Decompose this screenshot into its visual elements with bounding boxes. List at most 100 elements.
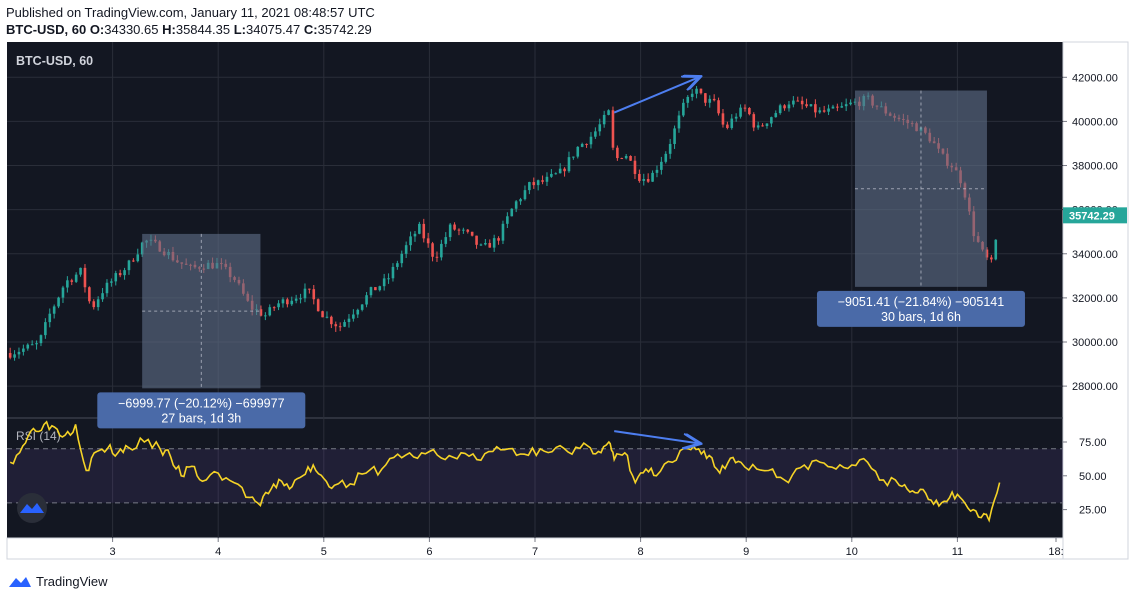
candle-body — [101, 293, 104, 300]
measure-label-box — [97, 392, 306, 429]
candle-body — [127, 260, 131, 271]
candle-body — [611, 110, 615, 148]
last-price-badge — [1063, 207, 1127, 224]
rsi-line — [9, 420, 1001, 523]
candle-body — [990, 257, 993, 260]
candle-body — [435, 256, 439, 258]
candle-body — [550, 173, 553, 177]
candle-body — [79, 267, 82, 275]
candle-body — [536, 180, 540, 186]
candle-body — [651, 172, 654, 182]
candle-body — [30, 344, 34, 346]
candle-body — [330, 316, 333, 325]
candle-body — [677, 115, 681, 129]
candle-body — [13, 354, 16, 358]
candle-body — [598, 124, 602, 132]
measure-label-line1: −9051.41 (−21.84%) −905141 — [838, 295, 1005, 309]
candle-body — [66, 280, 69, 288]
candle-body — [761, 125, 764, 127]
candle-body — [466, 229, 470, 232]
candle-body — [800, 100, 804, 105]
low-value: 34075.47 — [245, 22, 301, 37]
candle-body — [726, 124, 729, 128]
candle-body — [105, 282, 109, 294]
candle-body — [818, 110, 822, 113]
candle-body — [602, 114, 606, 125]
candle-body — [704, 93, 707, 103]
candle-body — [74, 274, 78, 282]
candle-body — [453, 224, 456, 230]
candle-body — [827, 108, 830, 112]
candle-body — [844, 104, 848, 107]
candle-body — [792, 100, 795, 105]
time-tick-label: 10 — [846, 546, 858, 558]
candle-body — [457, 229, 461, 231]
candle-body — [787, 104, 791, 109]
high-value: 35844.35 — [175, 22, 231, 37]
tv-watermark-icon — [17, 493, 47, 523]
candle-body — [444, 237, 448, 244]
price-tick-label: 42000.00 — [1072, 72, 1118, 84]
time-tick-label: 4 — [215, 546, 221, 558]
price-trend-arrow — [613, 77, 698, 114]
candle-body — [391, 266, 395, 279]
candle-body — [624, 155, 628, 159]
candle-body — [739, 107, 742, 117]
candle-body — [374, 287, 377, 291]
candle-body — [721, 113, 725, 125]
candle-body — [294, 298, 298, 301]
candle-body — [558, 168, 562, 174]
price-axis-panel — [1062, 41, 1129, 560]
candle-body — [110, 281, 113, 283]
candle-body — [422, 223, 426, 239]
candle-body — [519, 199, 522, 202]
candle-body — [660, 161, 663, 170]
candle-body — [748, 108, 751, 115]
candle-body — [783, 105, 786, 109]
time-tick-label: 9 — [743, 546, 749, 558]
candle-body — [299, 298, 302, 300]
candle-body — [404, 245, 408, 254]
measure-label-line2: 27 bars, 1d 3h — [161, 411, 241, 425]
candle-body — [765, 123, 769, 126]
last-price-label: 35742.29 — [1069, 210, 1115, 222]
candle-body — [796, 100, 800, 102]
candle-body — [730, 118, 734, 128]
candle-body — [576, 146, 580, 157]
tradingview-brand[interactable]: TradingView — [8, 574, 108, 589]
candle-body — [545, 176, 549, 182]
candle-body — [378, 286, 382, 291]
published-text: Published on TradingView.com, January 11… — [6, 5, 375, 20]
candle-body — [655, 169, 659, 173]
candle-body — [440, 243, 443, 258]
symbol-label: BTC-USD, 60 — [6, 22, 87, 37]
candle-body — [343, 322, 346, 327]
price-tick-label: 34000.00 — [1072, 249, 1118, 261]
tradingview-logo-icon — [9, 576, 31, 587]
open-value: 34330.65 — [104, 22, 159, 37]
measure-label-line2: 30 bars, 1d 6h — [881, 310, 961, 324]
rsi-band — [7, 448, 1063, 503]
candle-body — [778, 105, 782, 114]
candle-body — [365, 295, 368, 305]
candle-body — [334, 324, 338, 327]
candle-body — [360, 304, 364, 310]
candle-body — [70, 280, 74, 282]
candle-body — [532, 182, 536, 186]
candle-body — [48, 313, 52, 323]
time-tick-label: 8 — [638, 546, 644, 558]
candle-body — [589, 136, 593, 145]
price-tick-label: 40000.00 — [1072, 116, 1118, 128]
candle-body — [396, 263, 399, 267]
candle-body — [387, 278, 390, 280]
candle-body — [668, 143, 672, 154]
candle-body — [585, 143, 588, 145]
candle-body — [770, 117, 773, 124]
candle-body — [717, 100, 720, 114]
candle-body — [594, 131, 597, 137]
candle-body — [831, 106, 835, 109]
price-tick-label: 32000.00 — [1072, 293, 1118, 305]
candle-body — [616, 147, 619, 159]
candle-body — [805, 104, 808, 107]
